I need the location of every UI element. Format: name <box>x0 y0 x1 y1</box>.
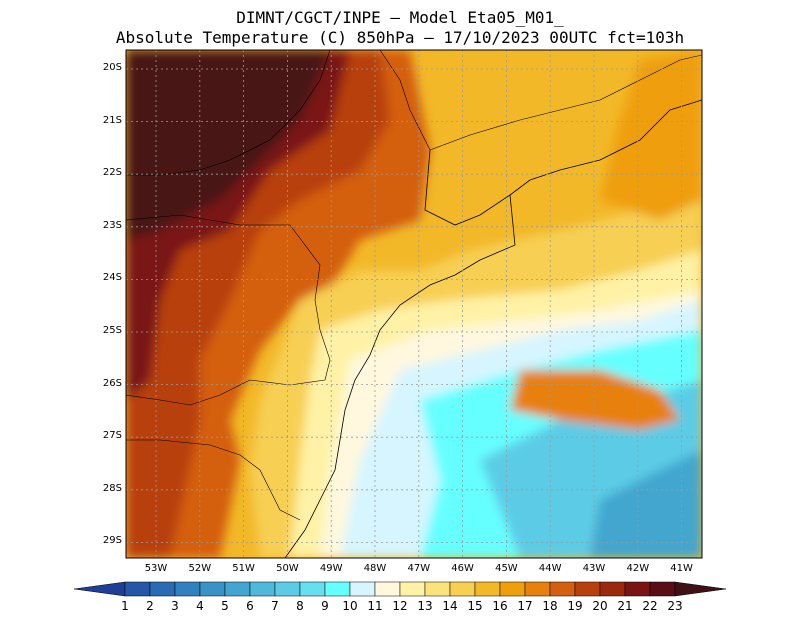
lon-label: 48W <box>363 563 387 574</box>
colorbar-label: 8 <box>296 599 304 613</box>
lon-label: 50W <box>276 563 299 574</box>
graticule <box>126 50 702 558</box>
lon-label: 46W <box>451 563 474 574</box>
colorbar-swatch <box>599 581 626 597</box>
colorbar-label: 3 <box>171 599 179 613</box>
colorbar-label: 6 <box>246 599 254 613</box>
colorbar-label: 12 <box>392 599 408 613</box>
colorbar-label: 23 <box>667 599 683 613</box>
colorbar-label: 1 <box>121 599 129 613</box>
colorbar-swatch <box>574 581 601 597</box>
colorbar-label: 18 <box>542 599 558 613</box>
lat-label: 25S <box>102 325 122 336</box>
colorbar-swatch <box>324 581 351 597</box>
lat-label: 20S <box>102 62 122 73</box>
map-frame <box>125 49 703 559</box>
lon-label: 42W <box>626 563 650 574</box>
colorbar-swatch <box>549 581 576 597</box>
colorbar <box>73 581 727 597</box>
lon-label: 43W <box>582 563 606 574</box>
colorbar-label: 2 <box>146 599 154 613</box>
lon-label: 52W <box>188 563 212 574</box>
lat-label: 23S <box>102 219 122 231</box>
colorbar-swatch <box>299 581 326 597</box>
colorbar-label: 10 <box>342 599 358 613</box>
colorbar-label: 17 <box>517 599 533 613</box>
colorbar-label: 5 <box>221 599 229 613</box>
lat-label: 27S <box>102 430 122 442</box>
colorbar-label: 7 <box>271 599 279 613</box>
colorbar-swatch <box>449 581 476 597</box>
lon-label: 51W <box>232 563 255 574</box>
colorbar-label: 21 <box>617 599 633 613</box>
colorbar-swatch <box>624 581 651 597</box>
temperature-field <box>126 50 702 558</box>
colorbar-label: 15 <box>467 599 483 613</box>
colorbar-swatch <box>399 581 426 597</box>
lon-label: 45W <box>495 563 518 574</box>
lon-label: 53W <box>144 563 168 574</box>
colorbar-swatch <box>73 581 126 597</box>
colorbar-swatch <box>224 581 251 597</box>
colorbar-swatch <box>374 581 401 597</box>
colorbar-label: 16 <box>492 599 508 613</box>
colorbar-swatch <box>249 581 276 597</box>
lat-label: 24S <box>102 272 122 284</box>
coastline-south <box>284 194 516 558</box>
colorbar-swatch <box>274 581 301 597</box>
state-border-mg-sp <box>379 50 702 151</box>
colorbar-label: 22 <box>642 599 658 613</box>
colorbar-label: 20 <box>592 599 608 613</box>
title-line-1: DIMNT/CGCT/INPE – Model Eta05_M01_ <box>236 8 564 27</box>
colorbar-swatch <box>649 581 676 597</box>
colorbar-swatch <box>524 581 551 597</box>
lon-label: 49W <box>319 563 343 574</box>
colorbar-swatch <box>349 581 376 597</box>
lat-label: 22S <box>102 167 122 179</box>
colorbar-label: 19 <box>567 599 583 613</box>
lat-label: 26S <box>102 377 122 389</box>
lat-label: 29S <box>102 535 122 547</box>
colorbar-label: 14 <box>442 599 458 613</box>
colorbar-label: 4 <box>196 599 204 613</box>
colorbar-label: 13 <box>417 599 433 613</box>
colorbar-label: 9 <box>321 599 329 613</box>
colorbar-label: 11 <box>367 599 383 613</box>
colorbar-swatch <box>199 581 226 597</box>
state-border-sc-rs <box>126 439 301 521</box>
lat-label: 21S <box>102 114 122 126</box>
colorbar-swatch <box>424 581 451 597</box>
lon-label: 47W <box>407 563 431 574</box>
coastline-north <box>424 99 702 226</box>
title-line-2: Absolute Temperature (C) 850hPa – 17/10/… <box>115 28 685 47</box>
colorbar-swatch <box>499 581 526 597</box>
lon-label: 41W <box>670 563 693 574</box>
colorbar-swatch <box>474 581 501 597</box>
lat-label: 28S <box>102 482 122 494</box>
colorbar-swatch <box>149 581 176 597</box>
colorbar-swatch <box>674 581 727 597</box>
colorbar-swatch <box>124 581 151 597</box>
colorbar-swatch <box>174 581 201 597</box>
lon-label: 44W <box>538 563 562 574</box>
